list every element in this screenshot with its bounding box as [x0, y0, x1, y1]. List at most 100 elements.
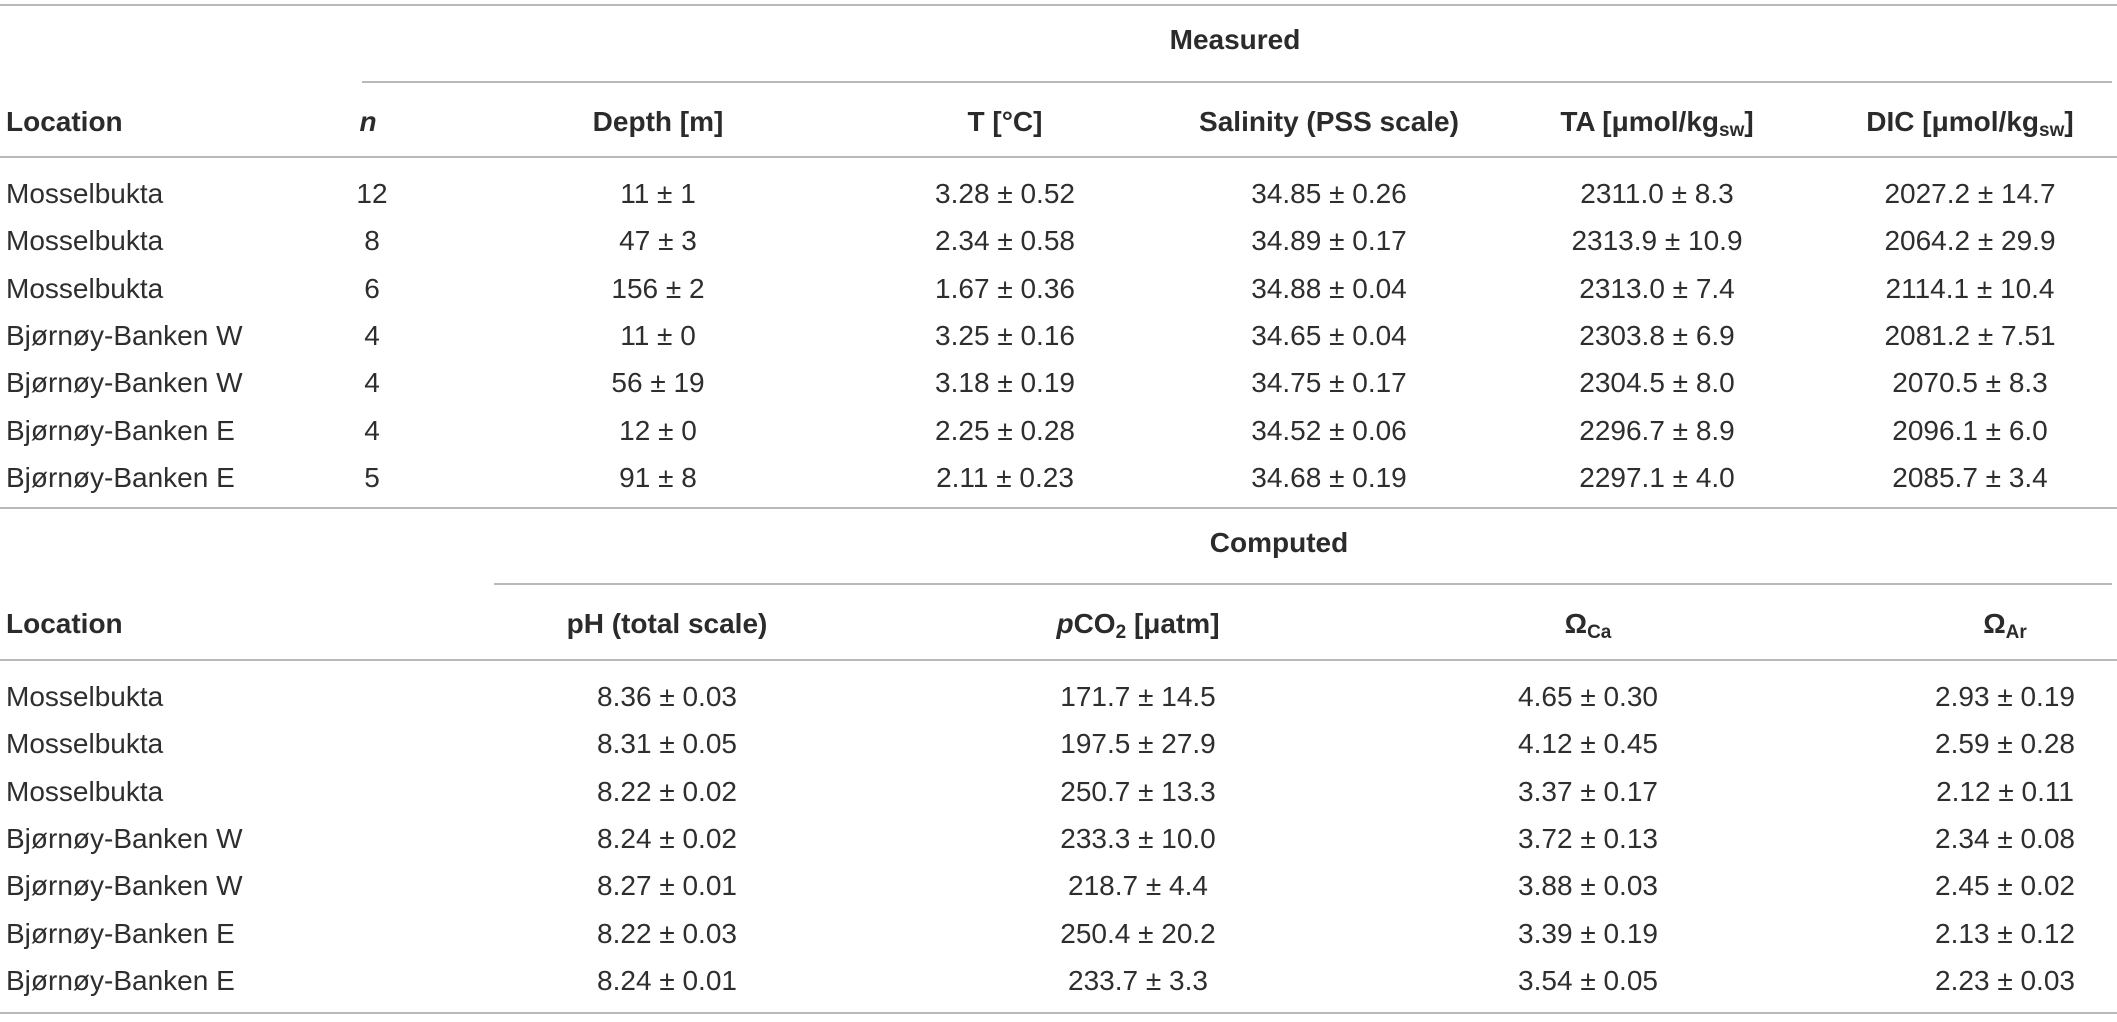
cell-ta: 2313.0 ± 7.4	[1579, 272, 1735, 304]
cell-depth: 12 ± 0	[619, 414, 697, 446]
measured-header-ta: TA [μmol/kgsw]	[1560, 106, 1753, 141]
cell-omega-ca: 4.12 ± 0.45	[1518, 728, 1658, 760]
cell-salinity: 34.65 ± 0.04	[1251, 319, 1407, 351]
cell-depth: 47 ± 3	[619, 225, 697, 257]
bottom-rule	[0, 1012, 2117, 1014]
cell-omega-ar: 2.59 ± 0.28	[1935, 728, 2075, 760]
cell-pco2: 233.7 ± 3.3	[1068, 964, 1208, 996]
computed-header-pco2: pCO2 [μatm]	[1056, 608, 1220, 643]
cell-location: Mosselbukta	[6, 775, 164, 807]
cell-temp: 2.25 ± 0.28	[935, 414, 1075, 446]
cell-ta: 2303.8 ± 6.9	[1579, 319, 1735, 351]
omega-ar-symbol: Ω	[1983, 608, 2006, 639]
cell-salinity: 34.89 ± 0.17	[1251, 225, 1407, 257]
top-rule	[0, 4, 2117, 6]
cell-dic: 2096.1 ± 6.0	[1892, 414, 2048, 446]
ta-unit-text: TA [μmol/kg	[1560, 106, 1719, 137]
cell-ph: 8.36 ± 0.03	[597, 681, 737, 712]
dic-unit-close: ]	[2064, 106, 2074, 137]
cell-salinity: 34.68 ± 0.19	[1251, 461, 1407, 493]
cell-omega-ar: 2.93 ± 0.19	[1935, 681, 2075, 712]
measured-group-title: Measured	[1169, 24, 1301, 55]
cell-dic: 2081.2 ± 7.51	[1884, 319, 2056, 351]
pco2-co: CO	[1073, 608, 1116, 639]
dic-unit-subscript: sw	[2039, 120, 2065, 141]
cell-location: Bjørnøy-Banken E	[6, 917, 235, 949]
cell-n: 12	[356, 178, 388, 209]
pco2-unit: [μatm]	[1126, 608, 1220, 639]
cell-temp: 2.11 ± 0.23	[936, 461, 1074, 493]
cell-temp: 1.67 ± 0.36	[935, 272, 1075, 304]
computed-group-rule	[494, 583, 2112, 585]
cell-n: 4	[364, 414, 380, 446]
cell-location: Bjørnøy-Banken E	[6, 461, 235, 493]
cell-salinity: 34.75 ± 0.17	[1251, 367, 1407, 399]
cell-salinity: 34.52 ± 0.06	[1251, 414, 1407, 446]
cell-temp: 3.18 ± 0.19	[935, 367, 1075, 399]
cell-omega-ca: 3.39 ± 0.19	[1518, 917, 1658, 949]
cell-location: Mosselbukta	[6, 728, 164, 760]
cell-n: 5	[364, 461, 380, 493]
cell-ta: 2304.5 ± 8.0	[1579, 367, 1735, 399]
dic-unit-text: DIC [μmol/kg	[1866, 106, 2040, 137]
cell-ph: 8.22 ± 0.03	[597, 917, 737, 949]
cell-depth: 91 ± 8	[619, 461, 697, 493]
cell-ph: 8.31 ± 0.05	[597, 728, 737, 760]
cell-ta: 2297.1 ± 4.0	[1579, 461, 1735, 493]
cell-ta: 2313.9 ± 10.9	[1571, 225, 1743, 257]
cell-omega-ca: 3.54 ± 0.05	[1518, 964, 1658, 996]
cell-salinity: 34.85 ± 0.26	[1251, 178, 1407, 209]
cell-omega-ca: 3.72 ± 0.13	[1518, 822, 1658, 854]
cell-depth: 11 ± 1	[620, 178, 696, 209]
cell-location: Bjørnøy-Banken W	[6, 870, 243, 902]
cell-omega-ar: 2.34 ± 0.08	[1935, 822, 2075, 854]
cell-omega-ar: 2.12 ± 0.11	[1936, 775, 2074, 807]
cell-location: Bjørnøy-Banken W	[6, 319, 243, 351]
cell-n: 6	[364, 272, 380, 304]
cell-location: Mosselbukta	[6, 225, 164, 257]
cell-omega-ar: 2.13 ± 0.12	[1935, 917, 2075, 949]
computed-header-omega-ar: ΩAr	[1983, 608, 2027, 643]
cell-pco2: 218.7 ± 4.4	[1068, 870, 1208, 902]
cell-omega-ar: 2.23 ± 0.03	[1935, 964, 2075, 996]
cell-depth: 56 ± 19	[611, 367, 705, 399]
cell-pco2: 197.5 ± 27.9	[1060, 728, 1216, 760]
pco2-p: p	[1056, 608, 1074, 639]
omega-ar-subscript: Ar	[2005, 622, 2027, 643]
computed-header-omega-ca: ΩCa	[1565, 608, 1612, 643]
cell-dic: 2114.1 ± 10.4	[1885, 272, 2055, 304]
measured-group-rule	[362, 81, 2112, 83]
ta-unit-subscript: sw	[1719, 120, 1745, 141]
cell-location: Bjørnøy-Banken E	[6, 964, 235, 996]
measured-header-temperature: T [°C]	[967, 106, 1043, 137]
cell-depth: 156 ± 2	[611, 272, 705, 304]
cell-omega-ca: 4.65 ± 0.30	[1518, 681, 1658, 712]
cell-ta: 2311.0 ± 8.3	[1580, 178, 1734, 209]
cell-pco2: 171.7 ± 14.5	[1060, 681, 1216, 712]
computed-group-title: Computed	[1209, 527, 1349, 558]
pco2-subscript: 2	[1115, 622, 1127, 643]
cell-pco2: 250.7 ± 13.3	[1060, 775, 1216, 807]
cell-dic: 2064.2 ± 29.9	[1884, 225, 2056, 257]
measured-header-location: Location	[6, 106, 123, 137]
cell-depth: 11 ± 0	[620, 319, 696, 351]
cell-location: Bjørnøy-Banken W	[6, 367, 243, 399]
computed-header-rule	[0, 659, 2117, 661]
cell-location: Bjørnøy-Banken W	[6, 822, 243, 854]
cell-temp: 3.25 ± 0.16	[935, 319, 1075, 351]
cell-temp: 2.34 ± 0.58	[935, 225, 1075, 257]
cell-omega-ca: 3.37 ± 0.17	[1518, 775, 1658, 807]
measured-header-depth: Depth [m]	[592, 106, 724, 137]
section-divider-rule	[0, 507, 2117, 509]
cell-ph: 8.22 ± 0.02	[597, 775, 737, 807]
measured-header-rule	[0, 156, 2117, 158]
omega-ca-subscript: Ca	[1587, 622, 1612, 643]
cell-dic: 2027.2 ± 14.7	[1884, 178, 2056, 209]
cell-location: Mosselbukta	[6, 681, 164, 712]
cell-n: 4	[364, 367, 380, 399]
cell-dic: 2070.5 ± 8.3	[1892, 367, 2048, 399]
cell-location: Bjørnøy-Banken E	[6, 414, 235, 446]
cell-pco2: 233.3 ± 10.0	[1060, 822, 1216, 854]
cell-ph: 8.24 ± 0.02	[597, 822, 737, 854]
cell-temp: 3.28 ± 0.52	[935, 178, 1075, 209]
